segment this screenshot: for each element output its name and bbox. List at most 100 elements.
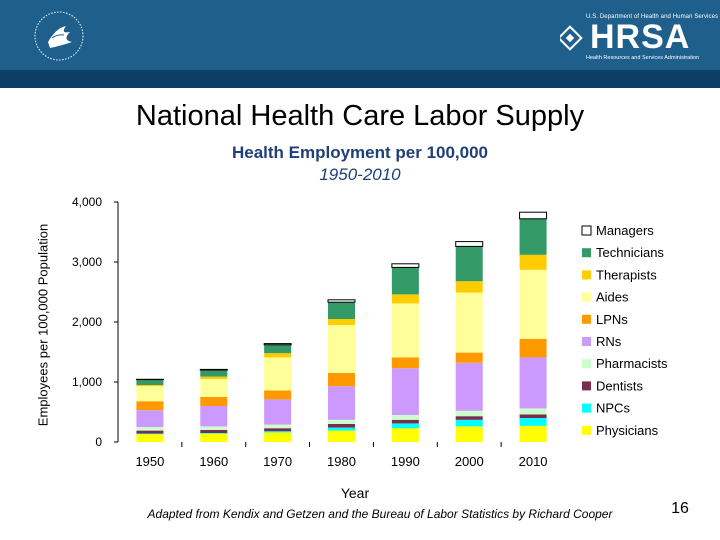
x-tick-label: 1970 — [263, 454, 292, 469]
bar-segment-physicians-1950 — [136, 434, 164, 442]
bar-segment-aides-2010 — [519, 269, 547, 339]
bar-segment-pharmacists-1980 — [328, 419, 355, 424]
y-tick-label: 1,000 — [72, 375, 102, 389]
bar-segment-physicians-2000 — [455, 426, 483, 442]
bar-segment-lpns-1950 — [136, 401, 164, 411]
bar-segment-npcs-1970 — [264, 431, 292, 433]
x-tick-label: 2010 — [519, 454, 548, 469]
bar-segment-therapists-1990 — [391, 294, 419, 304]
bar-segment-aides-1990 — [391, 303, 419, 358]
bar-segment-pharmacists-1970 — [264, 424, 292, 429]
legend-swatch — [582, 314, 591, 324]
bar-segment-rns-1950 — [136, 410, 164, 427]
y-tick-label: 2,000 — [72, 315, 102, 329]
agency-name-top: U.S. Department of Health and Human Serv… — [586, 14, 719, 20]
legend-label: Aides — [596, 290, 629, 305]
bar-segment-lpns-2010 — [519, 338, 547, 358]
legend-label: Dentists — [596, 378, 643, 393]
legend-swatch — [582, 359, 591, 369]
bar-segment-pharmacists-1960 — [200, 426, 228, 430]
bar-segment-therapists-2000 — [455, 281, 483, 293]
bar-segment-lpns-1990 — [391, 357, 419, 369]
header-stripe — [0, 70, 720, 88]
y-tick-label: 3,000 — [72, 255, 102, 269]
bar-segment-rns-1990 — [391, 368, 419, 415]
bar-segment-lpns-1980 — [328, 373, 355, 387]
bar-segment-lpns-1970 — [264, 390, 292, 400]
header-banner — [0, 0, 720, 70]
x-tick-label: 1960 — [199, 454, 228, 469]
bar-segment-technicians-1990 — [391, 267, 419, 295]
bar-segment-npcs-1980 — [328, 427, 355, 431]
bar-segment-therapists-2010 — [519, 254, 547, 270]
bar-segment-rns-2010 — [519, 357, 547, 409]
bar-segment-pharmacists-2010 — [519, 408, 547, 415]
bar-segment-rns-1970 — [264, 399, 292, 425]
bar-segment-rns-1980 — [328, 386, 355, 420]
agency-name-bottom: Health Resources and Services Administra… — [586, 55, 700, 61]
legend-label: Therapists — [596, 267, 657, 282]
legend-swatch — [581, 225, 592, 236]
bar-segment-technicians-2000 — [455, 246, 483, 282]
legend-label: Managers — [596, 223, 654, 238]
slide-number: 16 — [671, 500, 689, 517]
legend-label: Physicians — [596, 423, 659, 438]
legend-swatch — [582, 403, 591, 413]
legend-label: RNs — [596, 334, 622, 349]
bar-segment-aides-1960 — [200, 379, 228, 397]
chart-title: Health Employment per 100,000 — [231, 143, 489, 162]
x-tick-label: 1950 — [135, 454, 164, 469]
legend-label: NPCs — [596, 401, 630, 416]
y-tick-label: 0 — [95, 435, 102, 449]
bar-segment-dentists-2000 — [455, 416, 483, 420]
legend-swatch — [582, 248, 591, 258]
bar-segment-npcs-1950 — [136, 433, 164, 435]
legend-label: Technicians — [596, 245, 664, 260]
bar-segment-npcs-2000 — [455, 419, 483, 427]
bar-segment-lpns-1960 — [200, 397, 228, 406]
bar-segment-managers-2000 — [455, 241, 484, 247]
bar-segment-dentists-1960 — [200, 430, 228, 433]
bar-segment-therapists-1960 — [200, 376, 228, 379]
bar-segment-managers-1970 — [263, 343, 292, 346]
chart-subtitle: 1950-2010 — [319, 165, 401, 184]
bar-segment-physicians-1980 — [328, 430, 355, 442]
bar-segment-pharmacists-2000 — [455, 410, 483, 417]
x-tick-label: 1990 — [391, 454, 420, 469]
bar-segment-npcs-1960 — [200, 433, 228, 434]
bar-segment-technicians-1950 — [136, 379, 164, 385]
hrsa-wordmark: HRSA — [590, 18, 691, 56]
bar-segment-managers-1960 — [199, 368, 228, 371]
bar-segment-dentists-1970 — [264, 428, 292, 432]
bar-segment-technicians-1970 — [264, 344, 292, 354]
bar-segment-aides-1970 — [264, 357, 292, 391]
bar-segment-npcs-2010 — [519, 418, 547, 426]
source-note: Adapted from Kendix and Getzen and the B… — [147, 507, 613, 521]
bar-segment-lpns-2000 — [455, 352, 483, 363]
bar-segment-managers-1980 — [327, 299, 356, 303]
legend-label: Pharmacists — [596, 356, 668, 371]
bar-segment-dentists-1950 — [136, 430, 164, 434]
legend-swatch — [582, 292, 591, 302]
bar-segment-technicians-2010 — [519, 218, 547, 255]
x-tick-label: 2000 — [455, 454, 484, 469]
bar-segment-dentists-1980 — [328, 424, 355, 428]
hhs-seal-icon — [34, 11, 84, 61]
bar-segment-therapists-1970 — [264, 353, 292, 358]
bar-segment-managers-1990 — [391, 263, 420, 268]
bar-segment-rns-2000 — [455, 362, 483, 411]
bar-segment-therapists-1950 — [136, 385, 164, 387]
bar-segment-aides-1950 — [136, 386, 164, 402]
bar-segment-dentists-2010 — [519, 414, 547, 418]
bar-segment-physicians-1970 — [264, 432, 292, 442]
bar-segment-technicians-1980 — [328, 302, 355, 319]
x-axis-label: Year — [340, 485, 370, 501]
bar-segment-physicians-1960 — [200, 433, 228, 442]
bar-segment-pharmacists-1990 — [391, 415, 419, 420]
hrsa-logo-icon — [560, 25, 583, 51]
bar-segment-therapists-1980 — [328, 319, 355, 325]
legend-label: LPNs — [596, 312, 628, 327]
bar-segment-aides-1980 — [328, 325, 355, 373]
bar-segment-physicians-1990 — [391, 428, 419, 442]
